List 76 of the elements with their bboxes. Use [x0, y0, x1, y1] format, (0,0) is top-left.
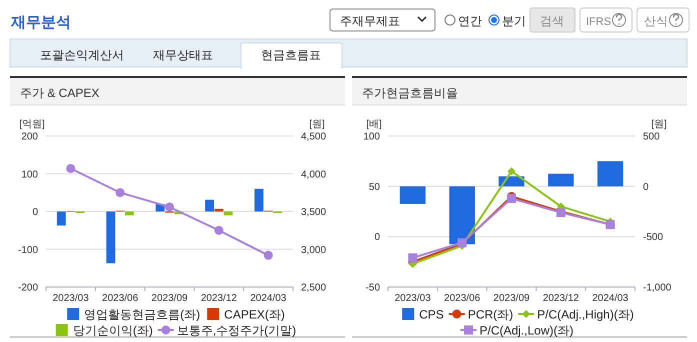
x-tick-label: 2024/03 — [592, 293, 629, 304]
y-tick-label: 50 — [368, 182, 380, 193]
legend-item: P/C(Adj.,Low)(좌) — [460, 324, 574, 338]
legend-item: 영업활동현금흐름(좌) — [67, 308, 200, 322]
y-tick-label: -100 — [18, 244, 38, 256]
y-tick-label: 0 — [374, 232, 380, 244]
bar — [449, 186, 475, 244]
bar — [597, 161, 624, 186]
chart-title: 주가 & CAPEX — [20, 86, 100, 100]
legend-item: CPS — [402, 308, 444, 322]
x-tick-label: 2023/09 — [493, 293, 530, 304]
legend-label: CAPEX(좌) — [224, 308, 285, 322]
bar — [205, 200, 214, 212]
y-tick-label: -200 — [18, 282, 38, 294]
y-tick-label: 0 — [32, 207, 38, 218]
text: 분기 — [502, 14, 526, 28]
x-tick-label: 2023/12 — [542, 293, 580, 304]
y-tick-label: 100 — [363, 132, 380, 142]
x-tick-label: 2023/12 — [200, 293, 238, 304]
y2-tick-label: 4,000 — [301, 169, 326, 180]
y2-tick-label: 3,500 — [301, 207, 326, 218]
y-tick-label: 100 — [21, 169, 38, 180]
y2-tick-label: -1,000 — [643, 282, 672, 294]
x-tick-label: 2024/03 — [250, 293, 287, 304]
text: 포괄손익계산서 — [40, 48, 124, 62]
bar — [548, 174, 574, 186]
text: 재무상태표 — [153, 48, 213, 62]
x-tick-label: 2023/06 — [444, 293, 481, 304]
text: 주재무제표 — [340, 14, 400, 28]
legend-item: CAPEX(좌) — [207, 308, 285, 322]
legend-label: P/C(Adj.,Low)(좌) — [479, 324, 574, 338]
text: 현금흐름표 — [261, 48, 321, 62]
x-tick-label: 2023/03 — [52, 293, 90, 304]
bar — [224, 212, 233, 216]
y2-axis-title: [원] — [309, 119, 325, 130]
bar — [254, 188, 264, 212]
bar — [400, 186, 426, 204]
point — [408, 253, 418, 262]
legend-item: 당기순이익(좌) — [56, 324, 153, 338]
legend-label: CPS — [419, 308, 444, 322]
legend-item: P/C(Adj.,High)(좌) — [518, 308, 634, 322]
point — [214, 226, 224, 235]
legend-item: 보통주,수정주가(기말) — [158, 324, 296, 338]
x-tick-label: 2023/09 — [151, 293, 188, 304]
y2-tick-label: -500 — [643, 232, 664, 244]
y-axis-title: [배] — [366, 119, 382, 130]
point — [66, 164, 76, 173]
bar — [124, 212, 134, 216]
bar — [56, 212, 66, 226]
x-tick-label: 2023/06 — [102, 293, 139, 304]
text: 산식 — [644, 14, 668, 28]
text: IFRS — [586, 16, 612, 28]
bar — [106, 212, 116, 264]
y2-tick-label: 2,500 — [301, 282, 326, 294]
text: 연간 — [458, 14, 482, 28]
x-tick-label: 2023/03 — [394, 293, 432, 304]
legend-label: PCR(좌) — [468, 308, 514, 322]
point — [264, 250, 273, 260]
y-tick-label: 200 — [21, 132, 38, 142]
y2-tick-label: 3,000 — [301, 244, 326, 256]
y2-axis-title: [원] — [651, 119, 667, 130]
text: 검색 — [540, 14, 564, 28]
bar — [214, 208, 224, 212]
y-axis-title: [억원] — [19, 119, 45, 130]
text: 재무분석 — [10, 14, 71, 31]
point — [508, 167, 516, 176]
y-tick-label: -50 — [366, 282, 380, 294]
y2-tick-label: 4,500 — [301, 132, 326, 142]
legend-label: P/C(Adj.,High)(좌) — [537, 308, 634, 322]
legend-item: PCR(좌) — [448, 308, 514, 322]
y2-tick-label: 0 — [643, 182, 649, 193]
chart-title: 주가현금흐름비율 — [362, 86, 458, 100]
y2-tick-label: 500 — [643, 132, 660, 142]
legend-label: 당기순이익(좌) — [72, 324, 153, 338]
point — [165, 202, 174, 212]
point — [116, 188, 125, 198]
